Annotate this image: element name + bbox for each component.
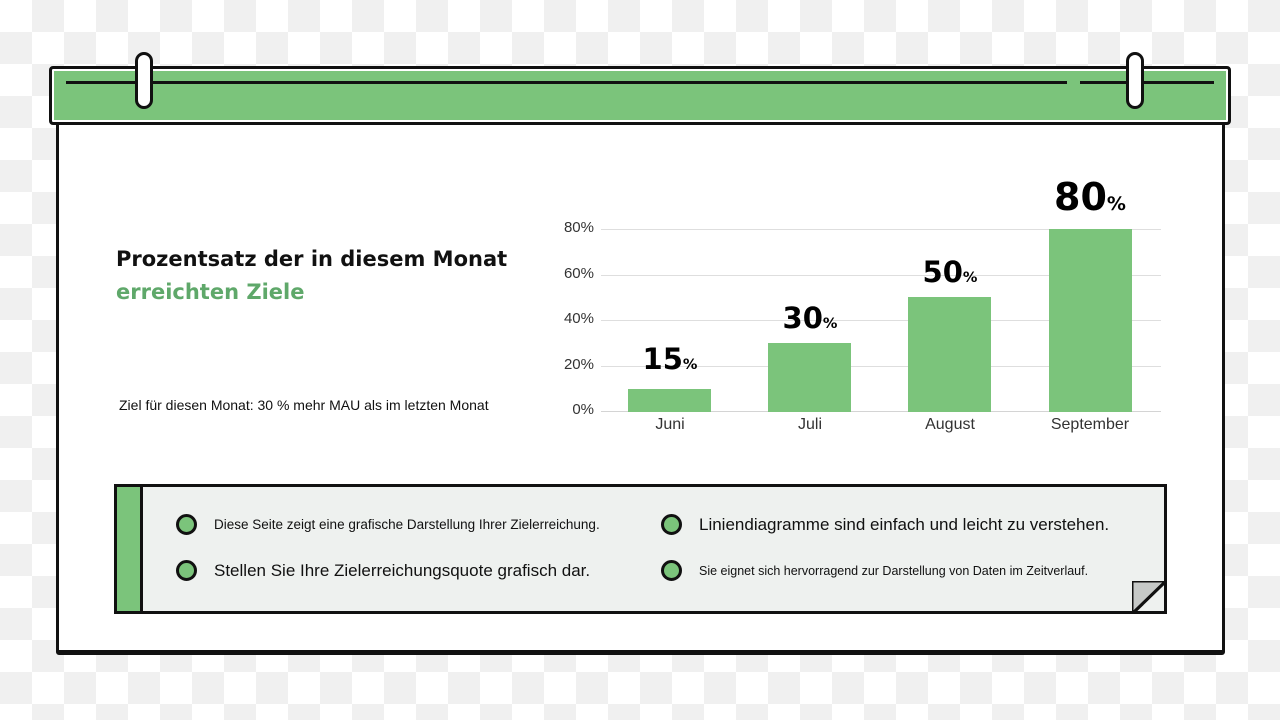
header-bar <box>49 66 1231 125</box>
x-tick-label: August <box>925 416 975 433</box>
binder-clip-right-icon <box>1126 52 1144 109</box>
bullet-item: Liniendiagramme sind einfach und leicht … <box>661 514 1109 535</box>
bullet-dot-icon <box>176 560 197 581</box>
bullet-dot-icon <box>176 514 197 535</box>
gridline-0 <box>601 411 1161 412</box>
value-label-september: 80% <box>1054 175 1126 219</box>
bullet-item: Sie eignet sich hervorragend zur Darstel… <box>661 560 1088 581</box>
bullet-text: Liniendiagramme sind einfach und leicht … <box>699 514 1110 534</box>
bar-juni <box>628 389 711 412</box>
header-divider-line-short <box>1080 81 1214 84</box>
gridline-20 <box>601 366 1161 367</box>
info-panel-accent-strip <box>114 484 143 614</box>
title-line-1: Prozentsatz der in diesem Monat <box>116 247 508 271</box>
bar-juli <box>768 343 851 412</box>
x-tick-label: Juli <box>797 416 822 433</box>
bar-august <box>908 297 991 412</box>
bullet-text: Sie eignet sich hervorragend zur Darstel… <box>699 563 1089 578</box>
header-divider-line <box>66 81 1067 84</box>
bar-september <box>1049 229 1132 412</box>
binder-clip-left-icon <box>135 52 153 109</box>
y-tick-label: 20% <box>563 356 594 373</box>
bullet-item: Diese Seite zeigt eine grafische Darstel… <box>176 514 600 535</box>
bullet-dot-icon <box>661 514 682 535</box>
bullet-text: Diese Seite zeigt eine grafische Darstel… <box>214 517 600 532</box>
bullet-text: Stellen Sie Ihre Zielerreichungsquote gr… <box>214 560 591 580</box>
bar-chart: 80% 60% 40% 20% 0% 15% 30% 50% 80% Juni … <box>540 170 1180 450</box>
x-tick-label: September <box>1050 416 1130 433</box>
goal-note: Ziel für diesen Monat: 30 % mehr MAU als… <box>119 397 489 413</box>
y-tick-label: 80% <box>563 219 594 236</box>
gridline-40 <box>601 320 1161 321</box>
x-tick-label: Juni <box>655 416 685 433</box>
bullet-item: Stellen Sie Ihre Zielerreichungsquote gr… <box>176 560 590 581</box>
page-title: Prozentsatz der in diesem Monat erreicht… <box>116 243 536 309</box>
bullet-dot-icon <box>661 560 682 581</box>
value-label-august: 50% <box>922 255 978 289</box>
gridline-60 <box>601 275 1161 276</box>
title-line-2-accent: erreichten Ziele <box>116 280 305 304</box>
y-tick-label: 40% <box>563 310 594 327</box>
y-tick-label: 0% <box>572 401 594 418</box>
page-fold-icon <box>1132 581 1166 614</box>
value-label-juni: 15% <box>642 342 698 376</box>
value-label-juli: 30% <box>782 301 838 335</box>
gridline-80 <box>601 229 1161 230</box>
info-panel <box>114 484 1167 614</box>
y-tick-label: 60% <box>563 265 594 282</box>
